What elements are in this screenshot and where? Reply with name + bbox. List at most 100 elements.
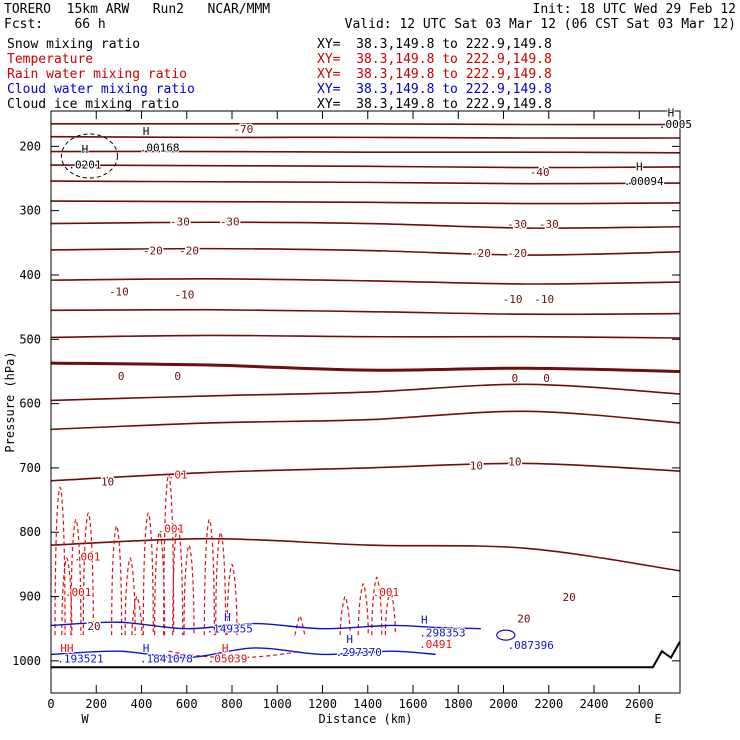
rain-contour-5 (124, 557, 136, 636)
y-tick-label-400: 400 (19, 268, 41, 282)
y-tick-label-300: 300 (19, 204, 41, 218)
legend-xy-temperature: XY= 38.3,149.8 to 222.9,149.8 (317, 52, 552, 67)
max-label-3: .0201 (68, 158, 101, 171)
max-label-26: .149355 (207, 623, 253, 636)
temperature-contour-15 (51, 537, 680, 572)
max-label-8: .01 (168, 468, 188, 481)
max-label-16: HH (60, 642, 73, 655)
legend-label-temperature: Temperature (7, 52, 94, 67)
rain-contour-10 (172, 525, 184, 636)
max-label-1: .00168 (140, 142, 180, 155)
max-label-9: .001 (158, 522, 185, 535)
x-tick-label-1000: 1000 (263, 697, 292, 711)
x-tick-label-2200: 2200 (534, 697, 563, 711)
temperature-label-16: 0 (512, 372, 519, 385)
y-tick-label-200: 200 (19, 139, 41, 153)
temperature-contour-2 (51, 150, 680, 154)
max-label-11: .001 (65, 586, 92, 599)
cloud-water-contour-lower (50, 647, 436, 659)
legend-label-rain: Rain water mixing ratio (7, 67, 188, 82)
x-tick-label-600: 600 (176, 697, 198, 711)
temperature-contour-10 (51, 334, 680, 339)
temperature-contour-4 (51, 180, 680, 185)
temperature-label-6: -20 (143, 245, 163, 258)
max-label-20: .087396 (507, 639, 553, 652)
temperature-contour-7 (51, 247, 680, 256)
max-label-0: H (143, 125, 150, 138)
temperature-label-17: 0 (543, 372, 550, 385)
temperature-contour-13 (51, 410, 680, 431)
temperature-label-2: -30 (170, 216, 190, 229)
temperature-contour-11 (51, 361, 680, 373)
y-tick-label-700: 700 (19, 461, 41, 475)
x-tick-label-200: 200 (85, 697, 107, 711)
max-label-25: .297370 (336, 646, 382, 659)
temperature-contour-5 (51, 200, 680, 205)
max-label-19: .298353 (419, 627, 465, 640)
y-tick-label-1000: 1000 (12, 654, 41, 668)
max-label-10: .001 (74, 551, 101, 564)
legend-label-cloud-ice: Cloud ice mixing ratio (7, 97, 180, 112)
max-label-17: H (224, 611, 231, 624)
max-label-6: H (636, 160, 643, 173)
temperature-label-19: 10 (470, 459, 483, 472)
rain-contour-9 (163, 473, 175, 636)
temperature-label-12: -10 (503, 293, 523, 306)
temperature-contour-3 (51, 164, 680, 169)
legend-xy-rain: XY= 38.3,149.8 to 222.9,149.8 (317, 67, 552, 82)
init-time: Init: 18 UTC Wed 29 Feb 12 (532, 2, 737, 17)
x-tick-label-1400: 1400 (353, 697, 382, 711)
rain-contour-3 (82, 512, 94, 636)
temperature-label-18: 10 (101, 475, 114, 488)
x-tick-label-2000: 2000 (489, 697, 518, 711)
rain-contour-17 (357, 583, 369, 636)
y-tick-label-600: 600 (19, 397, 41, 411)
snow-contour-blob (60, 133, 118, 179)
max-label-5: .0005 (659, 118, 692, 131)
max-label-4: H (668, 106, 675, 119)
rain-contour-19 (384, 589, 396, 636)
rain-contour-4 (111, 525, 123, 636)
temperature-label-14: 0 (118, 370, 125, 383)
temperature-contour-6 (51, 221, 680, 229)
rain-contour-16 (339, 595, 351, 636)
rain-contour-7 (142, 512, 154, 636)
y-tick-label-800: 800 (19, 525, 41, 539)
cloud-water-contour-ring (496, 629, 516, 641)
temperature-contour-9 (51, 308, 680, 316)
max-label-21: H (143, 642, 150, 655)
x-tick-label-1600: 1600 (399, 697, 428, 711)
temperature-label-7: -20 (179, 245, 199, 258)
temperature-label-5: -30 (539, 218, 559, 231)
temperature-contour-0 (51, 123, 680, 126)
x-tick-label-1800: 1800 (444, 697, 473, 711)
y-tick-label-500: 500 (19, 332, 41, 346)
rain-contour-11 (183, 544, 195, 636)
x-tick-label-1200: 1200 (308, 697, 337, 711)
x-end-label-west: W (81, 712, 89, 726)
legend-xy-cloud-water: XY= 38.3,149.8 to 222.9,149.8 (317, 82, 552, 97)
temperature-label-21: 20 (563, 591, 576, 604)
legend-xy-snow: XY= 38.3,149.8 to 222.9,149.8 (317, 37, 552, 52)
temperature-label-8: -20 (471, 247, 491, 260)
temperature-label-15: 0 (174, 370, 181, 383)
terrain-line (51, 641, 681, 669)
rain-contour-0 (54, 486, 66, 636)
max-label-12: .001 (373, 586, 400, 599)
temperature-label-23: 20 (87, 620, 100, 633)
max-label-14: H (222, 642, 229, 655)
plot-frame (50, 110, 681, 694)
temperature-label-11: -10 (175, 288, 195, 301)
rain-contour-6 (131, 595, 143, 636)
temperature-label-22: 20 (517, 612, 530, 625)
temperature-label-9: -20 (507, 247, 527, 260)
valid-time: Valid: 12 UTC Sat 03 Mar 12 (06 CST Sat … (344, 17, 736, 32)
temperature-label-10: -10 (109, 286, 129, 299)
max-label-13: .0491 (419, 638, 452, 651)
rain-contour-18 (371, 576, 383, 636)
temperature-contour-12 (51, 383, 680, 402)
max-label-24: H (346, 633, 353, 646)
legend-label-snow: Snow mixing ratio (7, 37, 141, 52)
rain-contour-14 (226, 563, 238, 636)
